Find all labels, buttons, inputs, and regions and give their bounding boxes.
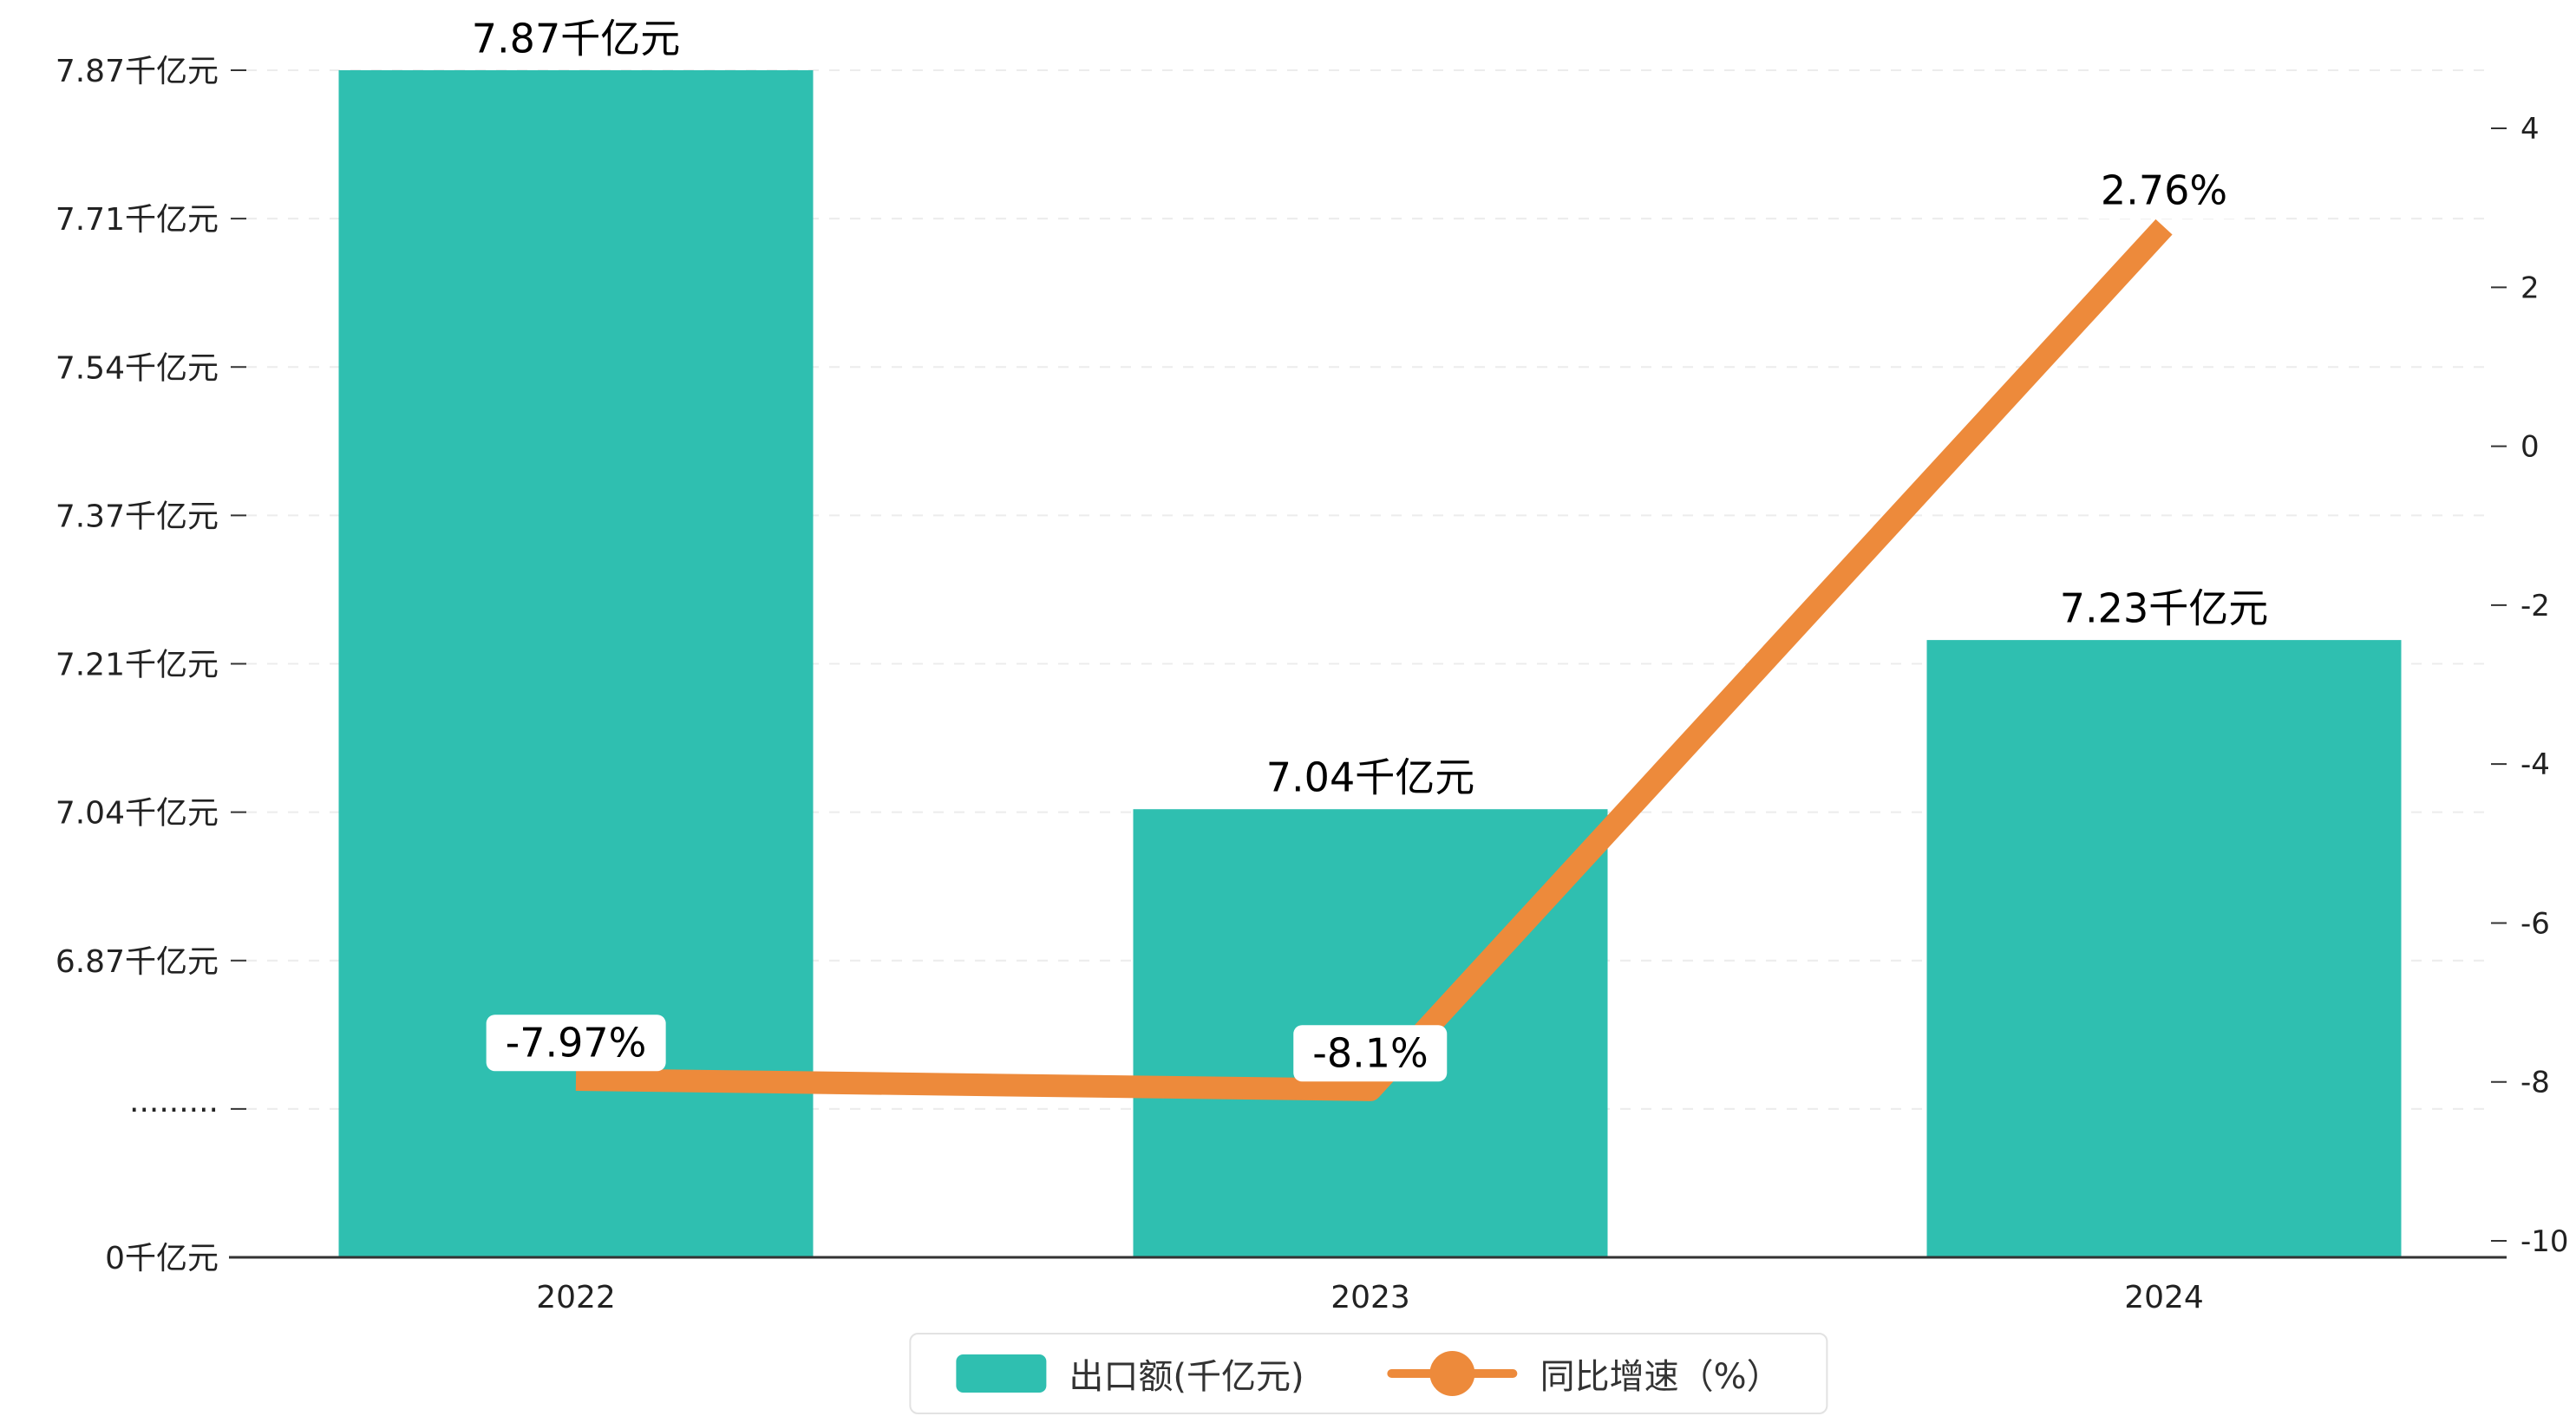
x-axis-label-2022: 2022 (536, 1280, 616, 1315)
y-axis-tick-label: 7.87千亿元 (56, 54, 219, 89)
legend-item-line-series[interactable]: 同比增速（%） (1387, 1348, 1782, 1399)
y-axis-tick-label: 6.87千亿元 (56, 944, 219, 980)
y-axis-tick-label: 7.21千亿元 (56, 648, 219, 683)
y-axis-tick-label: 7.04千亿元 (56, 796, 219, 832)
right-axis-tick-label: -10 (2520, 1224, 2569, 1259)
growth-line (575, 219, 2173, 1101)
right-axis-tick-label: -6 (2520, 906, 2550, 941)
right-axis-tick-label: 4 (2520, 112, 2540, 147)
bar-series-swatch-icon (956, 1354, 1047, 1393)
right-axis-tick-label: 2 (2520, 271, 2540, 305)
legend-item-bar-series[interactable]: 出口额(千亿元) (956, 1348, 1304, 1399)
right-axis-tick-label: -8 (2520, 1066, 2550, 1100)
y-axis-tick-label: 7.71千亿元 (56, 202, 219, 238)
bar-2023 (1133, 809, 1608, 1257)
line-series-marker-icon (1387, 1351, 1518, 1396)
y-axis-tick-label: 0千亿元 (105, 1241, 219, 1276)
x-axis-label-2024: 2024 (2124, 1280, 2204, 1315)
x-axis-label-2023: 2023 (1330, 1280, 1410, 1315)
legend-label-line-series: 同比增速（%） (1540, 1357, 1782, 1397)
right-axis-tick-label: 0 (2520, 430, 2540, 465)
right-axis-tick-label: -4 (2520, 747, 2550, 782)
legend: 出口额(千亿元) 同比增速（%） (909, 1333, 1828, 1414)
y-axis-tick-label: 7.37千亿元 (56, 499, 219, 534)
y-axis-tick-label: ········· (129, 1093, 219, 1128)
legend-label-bar-series: 出口额(千亿元) (1069, 1357, 1304, 1397)
bar-2024 (1926, 640, 2402, 1257)
right-axis-tick-label: -2 (2520, 589, 2550, 623)
y-axis-tick-label: 7.54千亿元 (56, 350, 219, 386)
